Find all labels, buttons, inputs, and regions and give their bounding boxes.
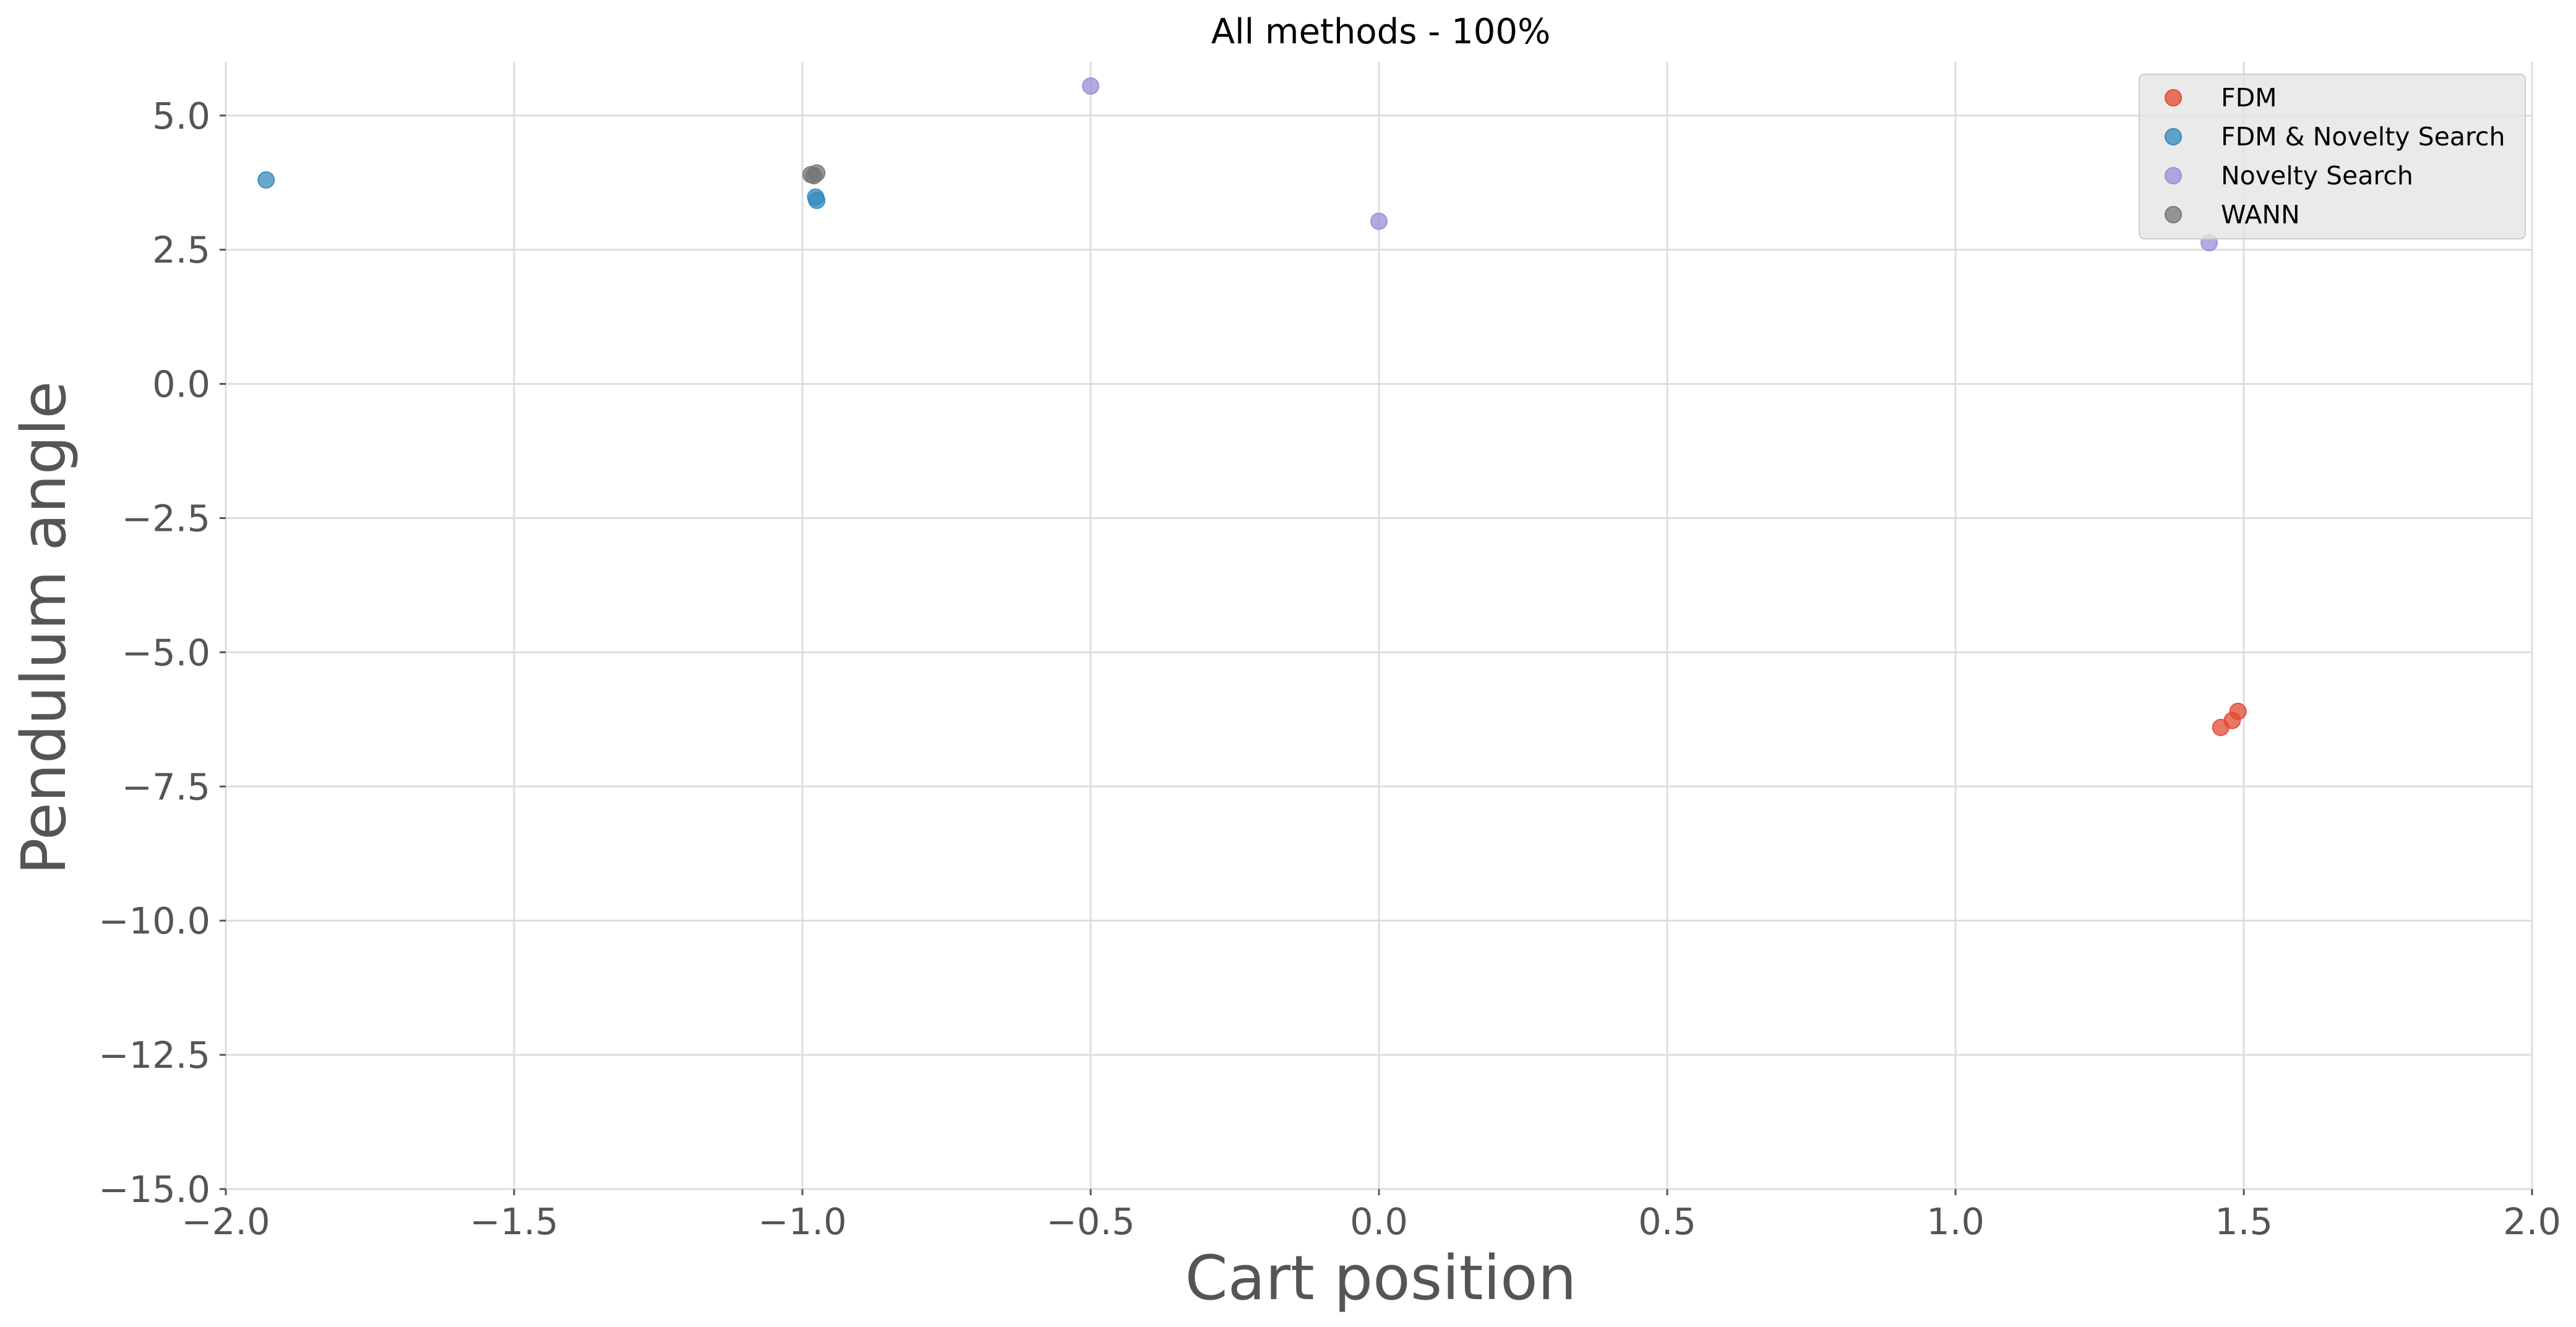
y-tick-label: 2.5 <box>152 229 210 272</box>
data-point <box>257 171 275 189</box>
x-tick-label: 1.5 <box>2215 1200 2273 1243</box>
x-tick-label: −2.0 <box>181 1200 270 1243</box>
legend-marker <box>2165 206 2182 223</box>
series-fdm <box>2212 702 2247 736</box>
chart-title: All methods - 100% <box>1211 12 1551 52</box>
x-tick-label: −1.0 <box>758 1200 846 1243</box>
axis-ticks: −2.0 −1.5 −1.0 −0.5 0.0 0.5 1.0 1.5 2.0 5.0 2.5 0.0… <box>98 95 2561 1243</box>
x-tick-label: 2.0 <box>2503 1200 2561 1243</box>
legend: FDM FDM & Novelty Search Novelty Search WAN… <box>2139 74 2526 239</box>
y-tick-label: −10.0 <box>98 900 210 942</box>
y-tick-label: −2.5 <box>122 497 210 539</box>
legend-label: FDM <box>2221 83 2277 113</box>
legend-label: WANN <box>2221 200 2300 230</box>
x-tick-label: 1.0 <box>1926 1200 1985 1243</box>
legend-label: Novelty Search <box>2221 161 2413 191</box>
x-axis-label: Cart position <box>1185 1243 1577 1314</box>
y-tick-label: 5.0 <box>152 95 210 137</box>
y-tick-label: −12.5 <box>98 1034 210 1076</box>
data-point <box>808 191 826 209</box>
legend-marker <box>2165 128 2182 145</box>
x-tick-label: −0.5 <box>1046 1200 1135 1243</box>
legend-label: FDM & Novelty Search <box>2221 122 2505 152</box>
legend-marker <box>2165 89 2182 106</box>
series-fdm-novelty-search <box>257 171 826 209</box>
x-tick-label: −1.5 <box>470 1200 558 1243</box>
data-point <box>805 166 823 184</box>
x-tick-label: 0.0 <box>1350 1200 1408 1243</box>
data-point <box>1082 77 1099 95</box>
data-point <box>2229 702 2247 720</box>
y-tick-label: −7.5 <box>122 765 210 808</box>
y-tick-label: −5.0 <box>122 631 210 674</box>
x-tick-label: 0.5 <box>1638 1200 1696 1243</box>
y-axis-label: Pendulum angle <box>9 381 80 875</box>
data-point <box>1370 212 1388 230</box>
legend-marker <box>2165 167 2182 184</box>
y-tick-label: 0.0 <box>152 363 210 406</box>
legend-box <box>2139 74 2526 239</box>
series-wann <box>802 164 826 184</box>
y-tick-label: −15.0 <box>98 1168 210 1211</box>
